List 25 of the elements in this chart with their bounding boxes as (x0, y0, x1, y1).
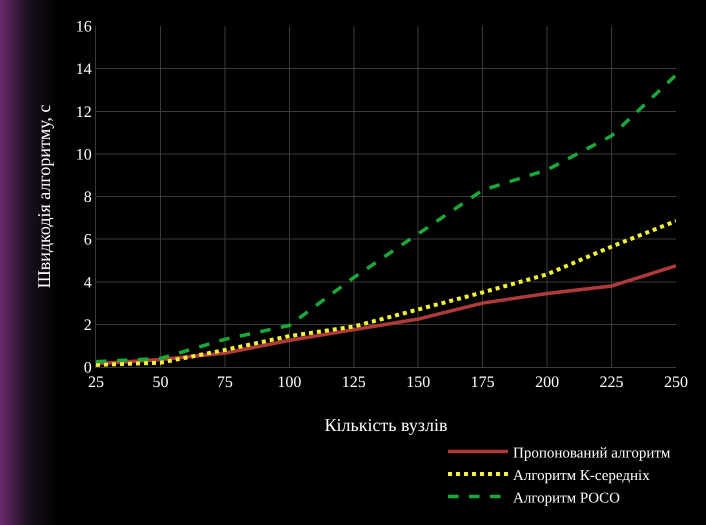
y-axis-title: Швидкодія алгоритму, с (34, 104, 54, 288)
y-tick-label: 8 (84, 189, 92, 206)
y-tick-label: 4 (84, 274, 92, 292)
legend-label: Алгоритм POCO (513, 490, 620, 506)
x-tick-label: 175 (470, 374, 495, 392)
x-tick-label: 50 (152, 374, 168, 392)
y-tick-label: 16 (76, 18, 92, 36)
y-tick-label: 0 (84, 360, 92, 377)
x-tick-label: 75 (216, 374, 233, 392)
legend-label: Пропонований алгоритм (513, 445, 671, 462)
x-tick-label: 125 (342, 374, 366, 392)
y-tick-label: 10 (76, 146, 92, 164)
y-tick-label: 12 (76, 104, 92, 121)
x-tick-label: 150 (406, 374, 430, 392)
y-tick-label: 2 (84, 316, 92, 334)
x-tick-label: 200 (535, 374, 560, 392)
x-tick-label: 25 (88, 374, 104, 392)
x-tick-label: 250 (664, 374, 688, 392)
line-series (96, 73, 676, 364)
x-tick-label: 225 (600, 374, 624, 392)
x-axis-title: Кількість вузлів (324, 415, 448, 435)
legend-label: Алгоритм К-середніх (513, 468, 650, 484)
x-tick-label: 100 (277, 374, 302, 392)
y-tick-label: 6 (84, 232, 92, 249)
y-tick-label: 14 (76, 61, 92, 78)
